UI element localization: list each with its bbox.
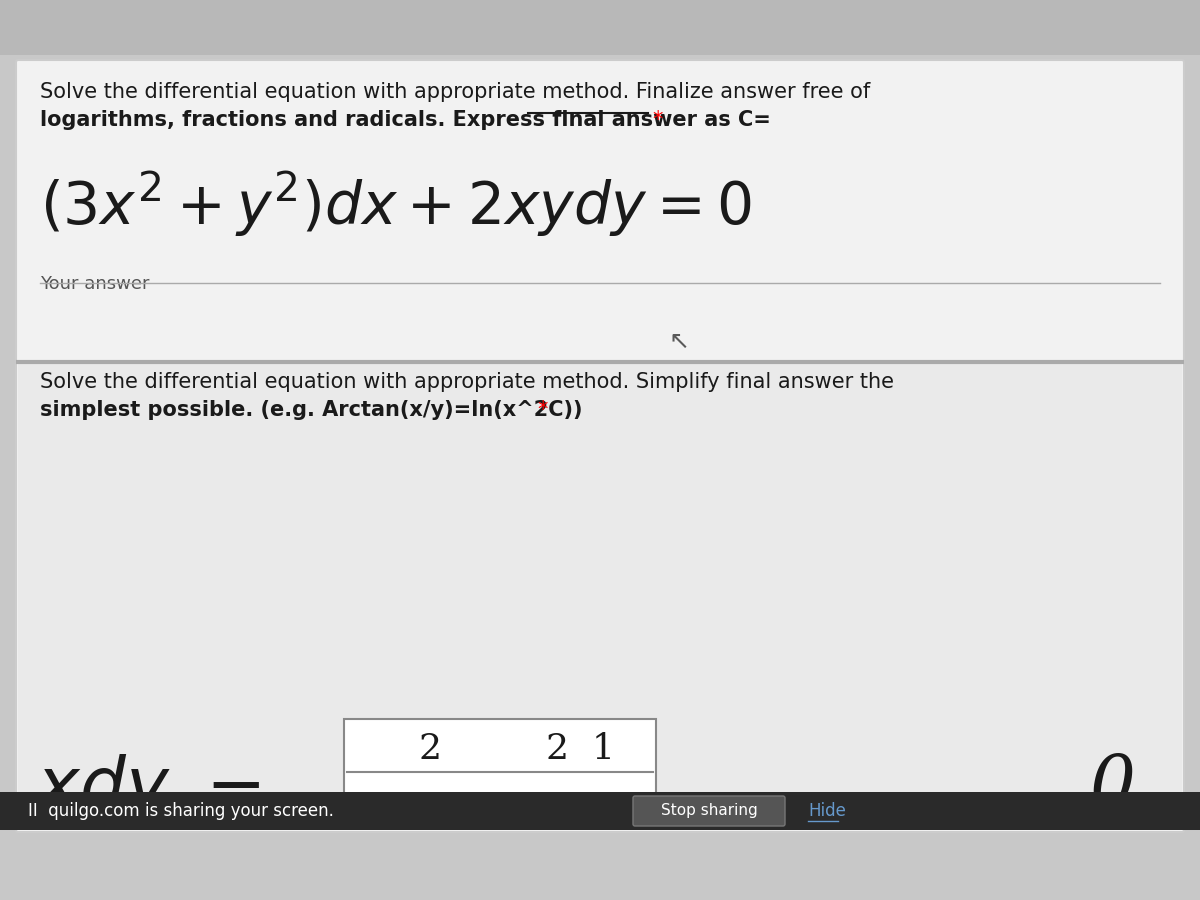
Bar (18, 362, 1182, 830)
Text: 0: 0 (1090, 752, 1136, 823)
Text: $xdy\ -$: $xdy\ -$ (35, 752, 260, 825)
Text: Solve the differential equation with appropriate method. Finalize answer free of: Solve the differential equation with app… (40, 82, 870, 102)
Text: *: * (538, 400, 547, 420)
FancyBboxPatch shape (344, 719, 656, 823)
Bar (0, 0, 1200, 55)
FancyBboxPatch shape (16, 60, 1184, 832)
Text: Your answer: Your answer (40, 275, 150, 293)
Text: Stop sharing: Stop sharing (661, 804, 757, 818)
Bar (0, 792, 1200, 830)
Text: 2  1: 2 1 (546, 732, 614, 766)
Text: 2: 2 (419, 732, 442, 766)
Text: II  quilgo.com is sharing your screen.: II quilgo.com is sharing your screen. (28, 802, 334, 820)
Text: logarithms, fractions and radicals. Express final answer as C=: logarithms, fractions and radicals. Expr… (40, 110, 770, 130)
Text: ↖: ↖ (668, 330, 689, 354)
Text: simplest possible. (e.g. Arctan(x/y)=ln(x^2C)): simplest possible. (e.g. Arctan(x/y)=ln(… (40, 400, 582, 420)
Text: *: * (652, 110, 662, 130)
Text: $(3x^2 + y^2)dx + 2xydy = 0$: $(3x^2 + y^2)dx + 2xydy = 0$ (40, 170, 752, 239)
Text: Solve the differential equation with appropriate method. Simplify final answer t: Solve the differential equation with app… (40, 372, 894, 392)
FancyBboxPatch shape (634, 796, 785, 826)
Text: Hide: Hide (808, 802, 846, 820)
